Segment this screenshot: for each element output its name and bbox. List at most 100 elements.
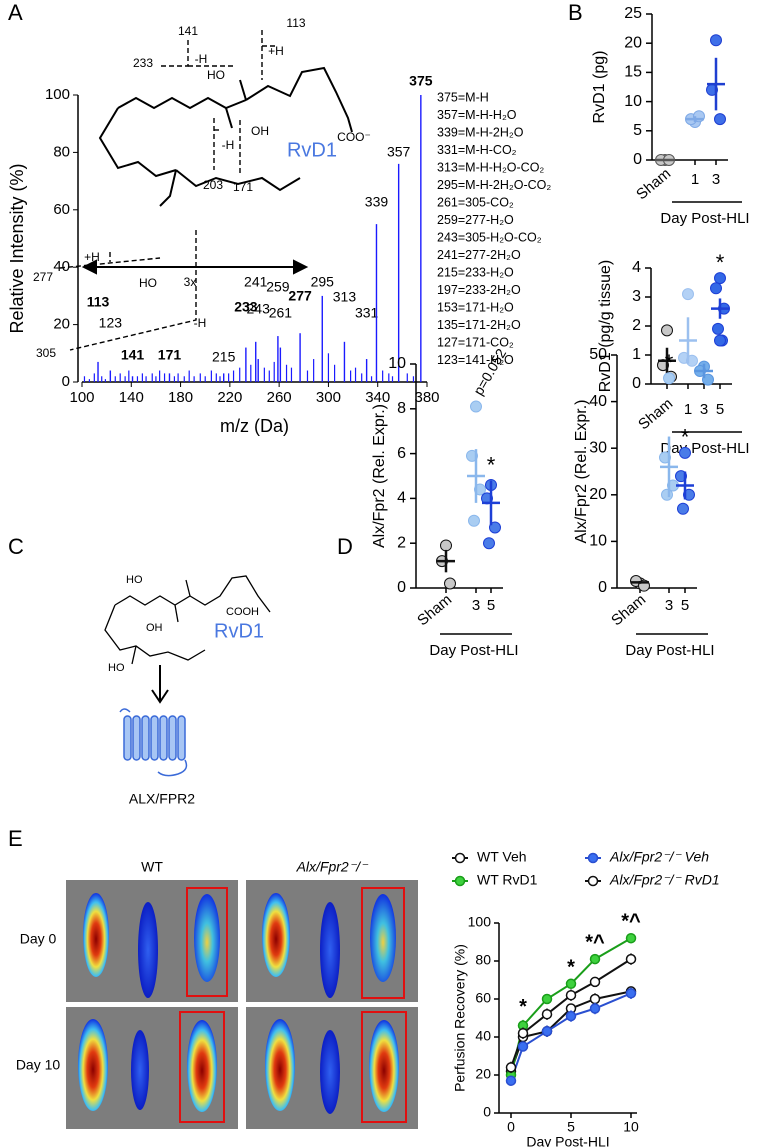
peak-label: 313 [333, 289, 357, 305]
y-tick-label: 4 [397, 490, 406, 507]
y-axis-title: Relative Intensity (%) [7, 163, 27, 333]
y-axis-title: Alx/Fpr2 (Rel. Expr.) [573, 399, 590, 543]
peak-label: 375 [409, 73, 433, 89]
structure-label: OH [146, 622, 163, 634]
y-tick-label: 2 [397, 534, 406, 551]
data-point [470, 400, 482, 413]
data-point [565, 1010, 577, 1022]
y-tick-label: 0 [633, 151, 642, 168]
peak-label: 141 [121, 347, 145, 363]
data-point [714, 113, 726, 126]
structure-label: +H [268, 44, 284, 58]
y-tick-label: 20 [624, 34, 642, 51]
data-point [625, 988, 637, 999]
x-tick-label: 380 [414, 389, 439, 406]
y-tick-label: 60 [475, 990, 491, 1006]
annotation: * [567, 956, 575, 978]
y-axis-title: Perfusion Recovery (%) [452, 944, 468, 1092]
peak-label: 339 [365, 194, 389, 210]
x-tick-label: 5 [681, 597, 689, 614]
peak-label: 215 [212, 349, 236, 365]
annotation: * [716, 250, 725, 275]
row-label: Day 0 [20, 931, 57, 947]
structure-label: 113 [286, 16, 305, 30]
structure-label: -H [194, 316, 207, 330]
y-axis-title: RvD1 (pg/g tissue) [597, 260, 614, 393]
data-point [677, 502, 689, 515]
structure-label: -H [222, 138, 235, 152]
y-tick-label: 0 [483, 1104, 491, 1120]
x-tick-label: 3 [472, 597, 480, 614]
rvd1-structure-c [104, 575, 271, 665]
y-tick-label: 0 [62, 373, 70, 390]
data-point [440, 539, 452, 552]
y-tick-label: 100 [468, 914, 492, 930]
peak-label: 259 [266, 279, 290, 295]
data-point [517, 1027, 529, 1039]
y-tick-label: 8 [397, 400, 406, 417]
group-label: Day Post-HLI [625, 642, 714, 659]
y-tick-label: 5 [633, 122, 642, 139]
structure-label: 203 [203, 178, 223, 192]
y-tick-label: 20 [475, 1066, 491, 1082]
x-tick-label: 340 [365, 389, 390, 406]
y-tick-label: 80 [475, 952, 491, 968]
perfusion-images [66, 880, 418, 1129]
fragment-label: 127=171-CO₂ [437, 335, 514, 349]
data-point [710, 34, 722, 47]
legend-label: WT RvD1 [477, 872, 538, 888]
y-tick-label: 50 [589, 346, 607, 363]
structure-label: OH [251, 124, 269, 138]
structure-label: HO [126, 574, 143, 586]
receptor-name: ALX/FPR2 [129, 791, 195, 807]
zoom-arrow [81, 259, 309, 275]
series-line [510, 992, 632, 1082]
x-tick-label: Sham [414, 591, 455, 629]
legend-marker [454, 875, 466, 887]
panel-label: B [568, 0, 583, 25]
x-tick-label: 180 [168, 389, 193, 406]
fragment-label: 339=M-H-2H₂O [437, 125, 524, 139]
x-tick-label: 260 [267, 389, 292, 406]
peak-label: 171 [158, 347, 182, 363]
data-point [589, 976, 601, 988]
y-tick-label: 0 [397, 579, 406, 596]
data-point [663, 372, 675, 385]
legend-marker [587, 875, 599, 887]
y-tick-label: 6 [397, 445, 406, 462]
x-tick-label: 3 [700, 401, 708, 418]
x-tick-label: 10 [623, 1119, 639, 1135]
data-point [679, 446, 691, 459]
legend-marker [454, 852, 466, 864]
x-tick-label: 220 [217, 389, 242, 406]
data-point [468, 514, 480, 527]
group-label: Day Post-HLI [660, 210, 749, 227]
y-tick-label: 20 [589, 486, 607, 503]
data-point [625, 932, 637, 944]
data-point [541, 1008, 553, 1020]
data-point [565, 989, 577, 1001]
y-tick-label: 30 [589, 439, 607, 456]
y-tick-label: 1 [632, 346, 641, 363]
fragment-label: 357=M-H-H₂O [437, 108, 517, 122]
fragment-label: 261=305-CO₂ [437, 195, 514, 209]
x-tick-label: 5 [716, 401, 724, 418]
peak-label: 113 [87, 294, 110, 310]
fragment-label: 241=277-2H₂O [437, 248, 521, 262]
column-label: WT [141, 859, 163, 875]
data-point [625, 953, 637, 965]
structure-label: 171 [233, 180, 253, 194]
fragment-label: 295=M-H-2H₂O-CO₂ [437, 178, 551, 192]
data-point [589, 1003, 601, 1014]
annotation: * [665, 350, 674, 375]
annotation: * [487, 452, 496, 477]
x-tick-label: Sham [635, 395, 676, 433]
peak-label: 123 [99, 315, 123, 331]
peak-label: 233 [234, 299, 258, 315]
y-tick-label: 25 [624, 5, 642, 22]
x-axis-title: Day Post-HLI [526, 1134, 609, 1147]
group-label: Day Post-HLI [429, 642, 518, 659]
cleavage-lines [59, 30, 276, 351]
x-tick-label: 3 [712, 171, 720, 188]
